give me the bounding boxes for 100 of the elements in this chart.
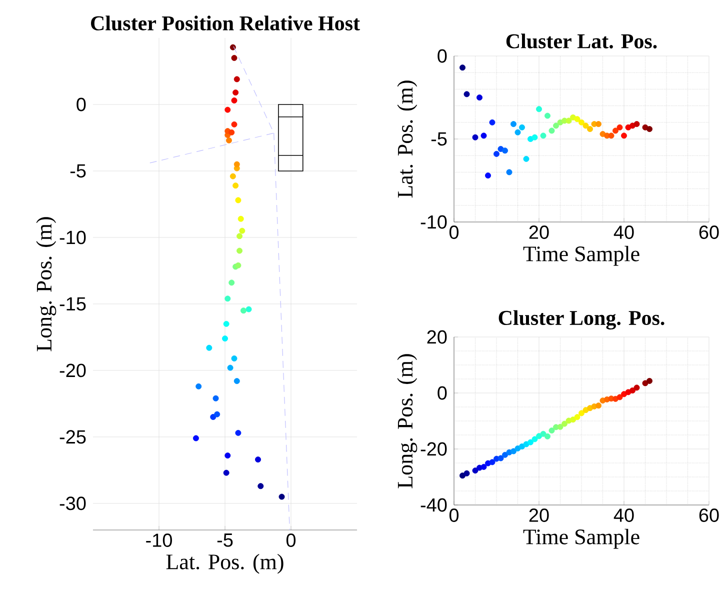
- point: [235, 262, 242, 268]
- point: [642, 380, 648, 386]
- y-tick-label: -20: [420, 442, 447, 456]
- point: [510, 448, 516, 454]
- point: [489, 459, 496, 466]
- point: [548, 428, 555, 434]
- point: [206, 344, 212, 351]
- x-axis-title: Time Sample: [523, 246, 640, 266]
- point: [228, 280, 235, 286]
- x-axis-title: Lat. Pos. (m): [166, 554, 284, 574]
- point: [224, 296, 231, 302]
- point: [544, 433, 550, 440]
- point: [226, 137, 232, 144]
- point: [562, 420, 568, 427]
- y-axis-title: Long. Pos. (m): [36, 217, 56, 352]
- point: [255, 456, 262, 463]
- y-axis-title: Lat. Pos. (m): [397, 80, 418, 198]
- point: [616, 124, 623, 130]
- point: [214, 411, 220, 418]
- chart-title: Cluster Long. Pos.: [498, 310, 664, 330]
- x-tick-label: -5: [217, 534, 233, 547]
- point: [231, 54, 238, 61]
- point: [234, 378, 240, 384]
- point: [646, 126, 652, 132]
- point: [557, 424, 564, 430]
- point: [595, 402, 602, 409]
- point: [231, 97, 238, 104]
- point: [544, 112, 550, 119]
- point: [224, 452, 231, 459]
- y-tick-label: -25: [60, 430, 86, 444]
- y-tick-label: -40: [420, 498, 447, 512]
- point: [476, 94, 483, 100]
- point: [523, 156, 530, 162]
- point: [494, 150, 500, 157]
- point: [528, 439, 534, 446]
- y-tick-label: -10: [420, 215, 447, 229]
- point: [566, 118, 572, 124]
- x-tick-label: 40: [614, 508, 634, 522]
- point: [578, 119, 584, 126]
- point: [236, 248, 243, 254]
- point: [548, 128, 555, 134]
- point: [230, 44, 236, 50]
- point: [574, 414, 580, 420]
- point: [196, 383, 202, 390]
- point: [236, 233, 243, 240]
- point: [634, 384, 640, 391]
- point: [222, 336, 228, 342]
- point: [553, 122, 559, 129]
- point: [228, 129, 235, 136]
- point: [540, 430, 546, 437]
- y-tick-label: 0: [76, 98, 86, 112]
- point: [586, 126, 593, 132]
- y-tick-label: -30: [60, 496, 86, 510]
- point: [540, 132, 546, 139]
- point: [234, 161, 240, 168]
- point: [532, 134, 538, 140]
- y-tick-label: -20: [60, 364, 86, 378]
- point: [464, 91, 470, 98]
- point: [630, 387, 636, 394]
- point: [514, 129, 521, 136]
- point: [498, 455, 504, 462]
- point: [480, 464, 487, 470]
- point: [519, 124, 525, 130]
- point: [616, 394, 623, 400]
- point: [235, 197, 242, 204]
- point: [620, 132, 627, 139]
- point: [239, 228, 246, 234]
- point: [510, 121, 516, 128]
- point: [238, 216, 244, 222]
- x-tick-label: 20: [529, 226, 549, 239]
- point: [212, 395, 219, 402]
- point: [227, 364, 234, 371]
- chart-title: Cluster Position Relative Host: [91, 16, 360, 30]
- x-tick-label: 0: [449, 508, 459, 522]
- point: [224, 106, 231, 113]
- point: [536, 106, 542, 112]
- point: [231, 355, 238, 362]
- point: [240, 308, 246, 314]
- x-tick-label: 40: [614, 226, 634, 239]
- x-tick-label: 0: [449, 226, 459, 239]
- point: [634, 121, 640, 128]
- point: [246, 306, 252, 312]
- y-axis-title: Long. Pos. (m): [397, 354, 418, 488]
- point: [502, 452, 508, 458]
- point: [234, 76, 240, 82]
- point: [485, 172, 492, 179]
- point: [646, 378, 652, 384]
- point: [472, 134, 478, 140]
- point: [532, 436, 538, 442]
- point: [472, 468, 478, 474]
- y-tick-label: 0: [438, 386, 447, 400]
- point: [232, 182, 239, 189]
- point: [612, 128, 618, 134]
- point: [502, 148, 508, 154]
- y-tick-label: -5: [431, 132, 447, 146]
- point: [489, 119, 496, 126]
- y-tick-label: 20: [427, 330, 447, 344]
- point: [582, 122, 589, 129]
- point: [231, 121, 238, 128]
- point: [574, 116, 580, 122]
